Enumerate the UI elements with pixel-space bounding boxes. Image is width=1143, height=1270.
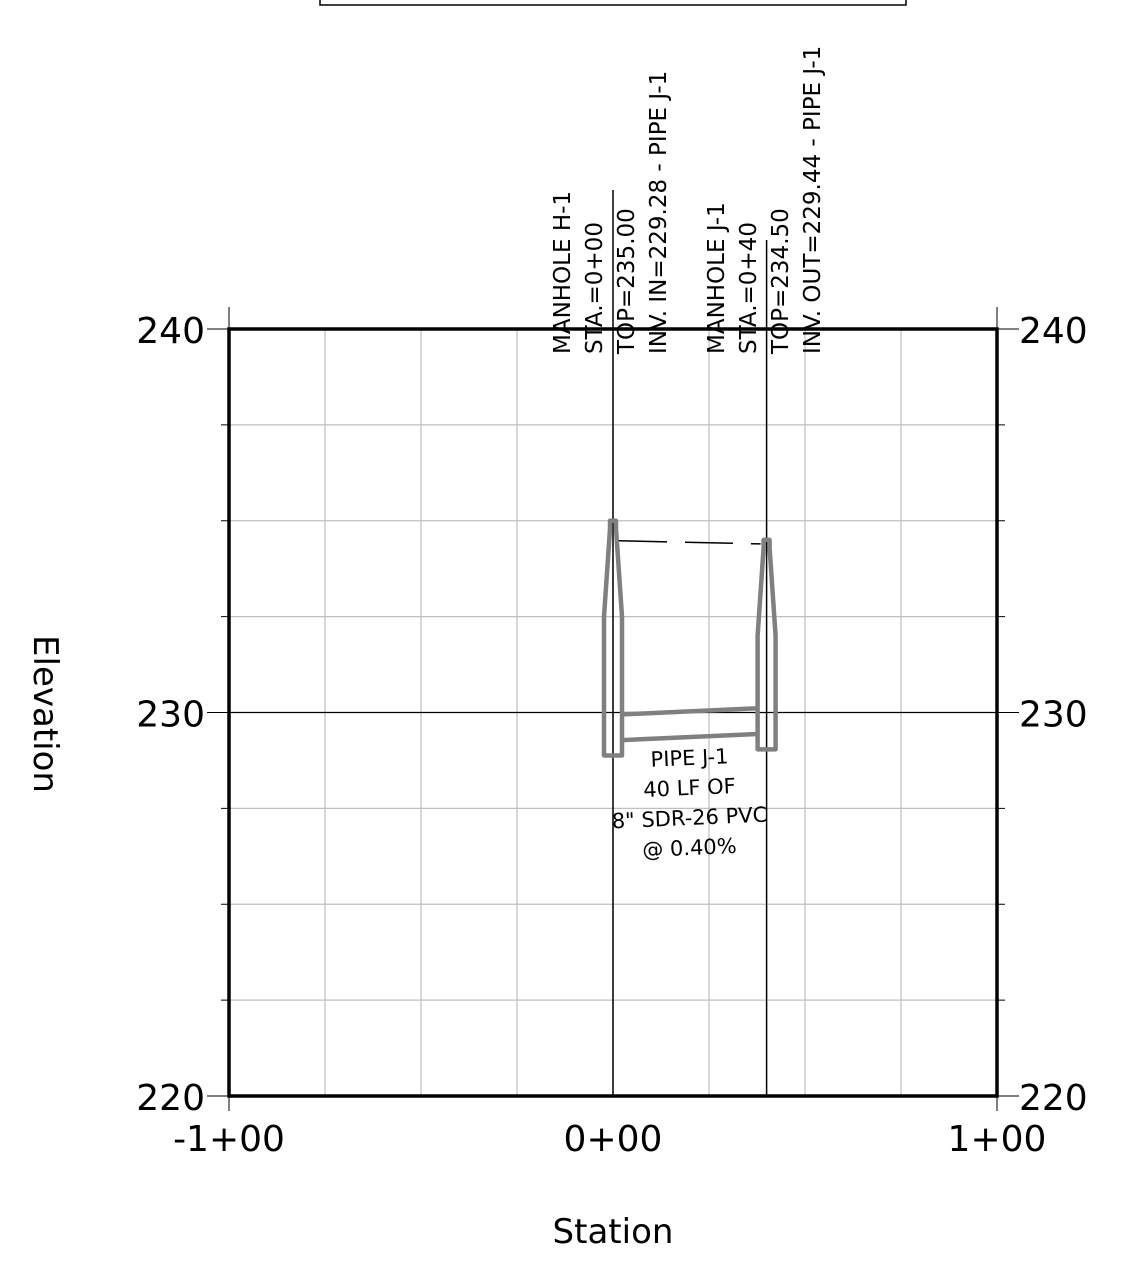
- title-box: [319, 0, 907, 6]
- y-tick-label-right: 220: [1019, 1078, 1088, 1119]
- ground-surface-dashed-line: [618, 540, 761, 545]
- structures: [601, 518, 778, 758]
- y-tick-label-right: 230: [1019, 695, 1088, 736]
- x-tick-label: 1+00: [948, 1119, 1047, 1160]
- x-axis-title: Station: [553, 1212, 674, 1252]
- pipe-label-line: PIPE J-1: [650, 744, 729, 771]
- manhole-outline: [755, 537, 778, 752]
- station-reference-lines: [612, 190, 768, 1096]
- manhole-label-line: STA.=0+40: [736, 222, 762, 354]
- manhole-label-line: INV. IN=229.28 - PIPE J-1: [646, 71, 672, 354]
- x-tick-label: -1+00: [173, 1119, 285, 1160]
- y-tick-label-left: 230: [136, 695, 205, 736]
- axis-ticks: [207, 307, 1019, 1111]
- pipe-label-line: 40 LF OF: [643, 774, 736, 802]
- manhole-outline: [601, 518, 625, 758]
- pipe-crown-line: [621, 706, 758, 717]
- manhole-label-line: INV. OUT=229.44 - PIPE J-1: [800, 46, 826, 354]
- pipe-invert-line: [621, 731, 758, 743]
- pipe-label-line: @ 0.40%: [642, 834, 737, 862]
- manhole-label-line: STA.=0+00: [582, 222, 608, 354]
- pipe-label-line: 8" SDR-26 PVC: [611, 803, 768, 834]
- manhole-label-line: MANHOLE J-1: [704, 202, 730, 354]
- y-tick-label-left: 240: [136, 311, 205, 352]
- manhole-label-line: TOP=235.00: [614, 208, 640, 355]
- manhole-label-line: TOP=234.50: [768, 208, 794, 355]
- labels: 220 220 230 230 240 240 -1+00 0+00 1+00 MANHOLE H…: [136, 46, 1087, 1160]
- y-tick-label-right: 240: [1019, 311, 1088, 352]
- y-axis-title: Elevation: [25, 635, 65, 793]
- manhole-label-line: MANHOLE H-1: [550, 191, 576, 354]
- y-tick-label-left: 220: [136, 1078, 205, 1119]
- x-tick-label: 0+00: [564, 1119, 663, 1160]
